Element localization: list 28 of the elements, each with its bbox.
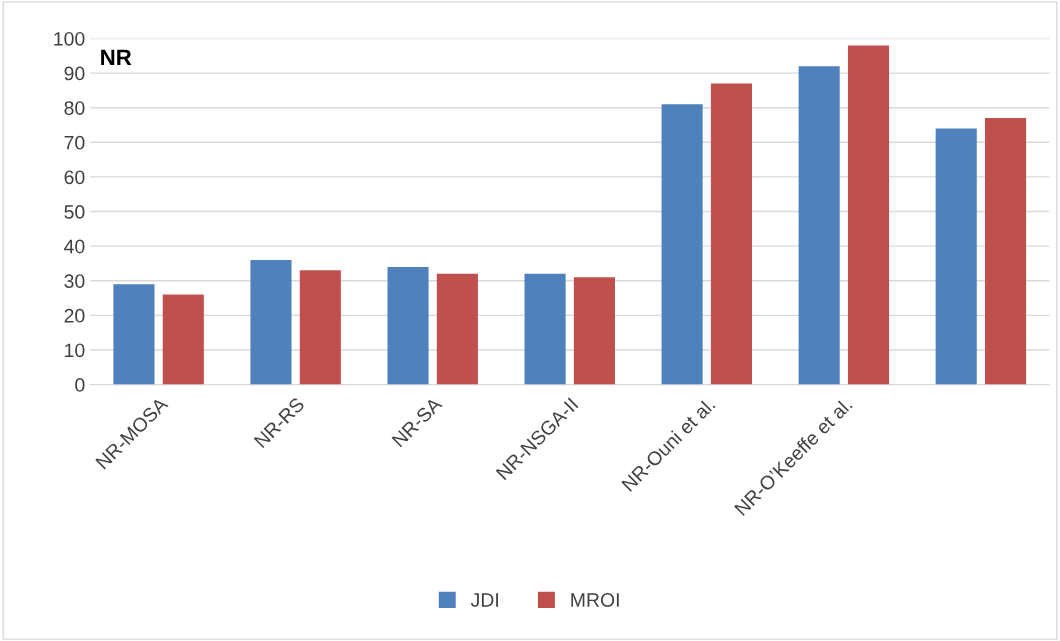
- bar: [524, 273, 566, 385]
- y-tick-label: 70: [64, 135, 85, 150]
- bar: [710, 83, 753, 385]
- bar: [436, 273, 478, 385]
- y-tick-label: 80: [64, 101, 85, 115]
- bar: [250, 259, 292, 385]
- y-tick-label: 40: [64, 239, 85, 254]
- y-tick-label: 100: [54, 31, 85, 46]
- bar: [798, 66, 840, 385]
- bar: [162, 294, 204, 385]
- bar: [661, 104, 703, 385]
- y-tick-label: 10: [65, 343, 85, 358]
- legend-label: JDI: [470, 593, 498, 607]
- y-tick-label: 20: [64, 308, 85, 323]
- bar: [299, 270, 341, 385]
- bar: [573, 277, 615, 385]
- y-tick-label: 30: [64, 274, 85, 288]
- y-tick-label: 90: [64, 66, 85, 81]
- y-tick-label: 50: [64, 205, 85, 219]
- y-tick-label: 60: [64, 170, 85, 185]
- bar: [847, 45, 890, 385]
- y-tick-label: 0: [75, 378, 85, 392]
- bar: [113, 284, 155, 385]
- bar: [984, 118, 1027, 385]
- bar: [387, 266, 429, 385]
- bar: [935, 128, 977, 385]
- legend-label: MROI: [571, 593, 619, 607]
- chart-title: NR: [101, 49, 132, 65]
